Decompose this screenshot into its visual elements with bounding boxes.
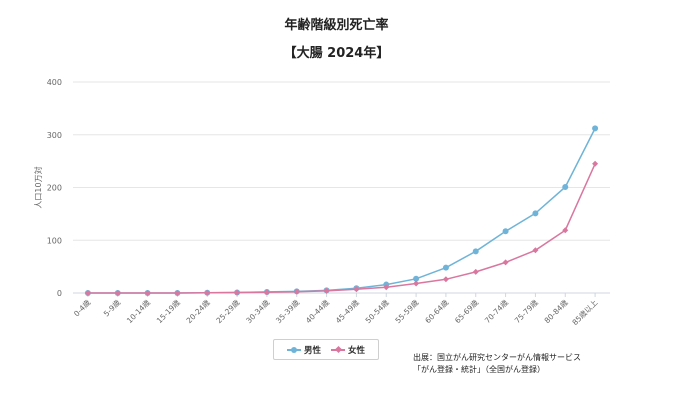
legend-female-label: 女性 — [348, 345, 366, 356]
x-tick-label-8: 40-44歳 — [303, 297, 331, 325]
series-1-point-17 — [592, 160, 599, 167]
series-0-point-12 — [442, 264, 449, 271]
x-tick-label-5: 25-29歳 — [214, 297, 242, 325]
x-tick-label-0: 0-4歳 — [71, 297, 92, 318]
x-tick-label-7: 35-39歳 — [273, 297, 301, 325]
series-0-point-15 — [532, 210, 539, 217]
series-1-point-1 — [114, 290, 121, 296]
source-note: 出展：国立がん研究センターがん情報サービス 「がん登録・統計」（全国がん登録） — [413, 352, 581, 376]
legend-item-male[interactable]: 男性 — [286, 344, 321, 356]
source-line-2: 「がん登録・統計」（全国がん登録） — [413, 365, 545, 374]
series-1-point-12 — [442, 276, 449, 283]
x-tick-label-14: 70-74歳 — [482, 297, 510, 325]
x-tick-label-6: 30-34歳 — [244, 297, 272, 325]
legend-item-female[interactable]: 女性 — [331, 344, 365, 356]
chart-subtitle: 【大腸 2024年】 — [283, 46, 390, 61]
x-tick-label-12: 60-64歳 — [423, 297, 451, 325]
series-0-point-14 — [502, 228, 509, 235]
series-1-point-9 — [353, 286, 360, 293]
series-1-point-11 — [413, 280, 420, 287]
series-1-point-5 — [234, 289, 241, 296]
series-1-point-16 — [562, 227, 569, 234]
x-tick-label-15: 75-79歳 — [512, 297, 540, 325]
y-tick-label-1: 100 — [47, 236, 62, 245]
x-tick-label-17: 85歳以上 — [570, 297, 600, 327]
y-tick-label-0: 0 — [57, 289, 62, 298]
series-line-0 — [87, 128, 596, 294]
series-0-point-16 — [562, 183, 569, 190]
series-0-point-13 — [472, 248, 479, 255]
x-tick-label-2: 10-14歳 — [124, 297, 152, 325]
x-tick-label-13: 65-69歳 — [452, 297, 480, 325]
series-1-point-0 — [84, 290, 91, 296]
y-tick-label-3: 300 — [47, 131, 62, 140]
series-line-1 — [87, 163, 596, 294]
x-tick-label-16: 80-84歳 — [542, 297, 570, 325]
x-tick-label-3: 15-19歳 — [154, 297, 182, 325]
series-1-point-10 — [383, 284, 390, 291]
series-0-point-17 — [592, 125, 599, 132]
x-tick-label-9: 45-49歳 — [333, 297, 361, 325]
legend-male-label: 男性 — [303, 345, 321, 356]
y-axis-label: 人口10万対 — [33, 166, 43, 208]
series-1-point-2 — [144, 290, 151, 296]
series-1-point-7 — [293, 288, 300, 295]
chart-legend[interactable]: 男性 女性 — [273, 339, 379, 360]
x-tick-label-1: 5-9歳 — [101, 297, 122, 318]
series-0-point-11 — [413, 275, 420, 282]
series-1-point-4 — [204, 289, 211, 296]
series-1-point-8 — [323, 287, 330, 294]
legend-male-marker-icon — [286, 346, 301, 353]
x-tick-label-4: 20-24歳 — [184, 297, 212, 325]
series-1-point-6 — [263, 289, 270, 296]
chart-title: 年齢階級別死亡率 — [284, 18, 389, 33]
x-tick-label-10: 50-54歳 — [363, 297, 391, 325]
y-tick-label-4: 400 — [47, 78, 62, 87]
x-tick-label-11: 55-59歳 — [393, 297, 421, 325]
series-1-point-3 — [174, 290, 181, 296]
legend-female-marker-icon — [331, 348, 345, 351]
y-tick-label-2: 200 — [47, 184, 62, 193]
series-1-point-14 — [502, 259, 509, 266]
source-line-1: 出展：国立がん研究センターがん情報サービス — [413, 353, 581, 362]
series-1-point-15 — [532, 247, 539, 254]
series-1-point-13 — [472, 268, 479, 275]
